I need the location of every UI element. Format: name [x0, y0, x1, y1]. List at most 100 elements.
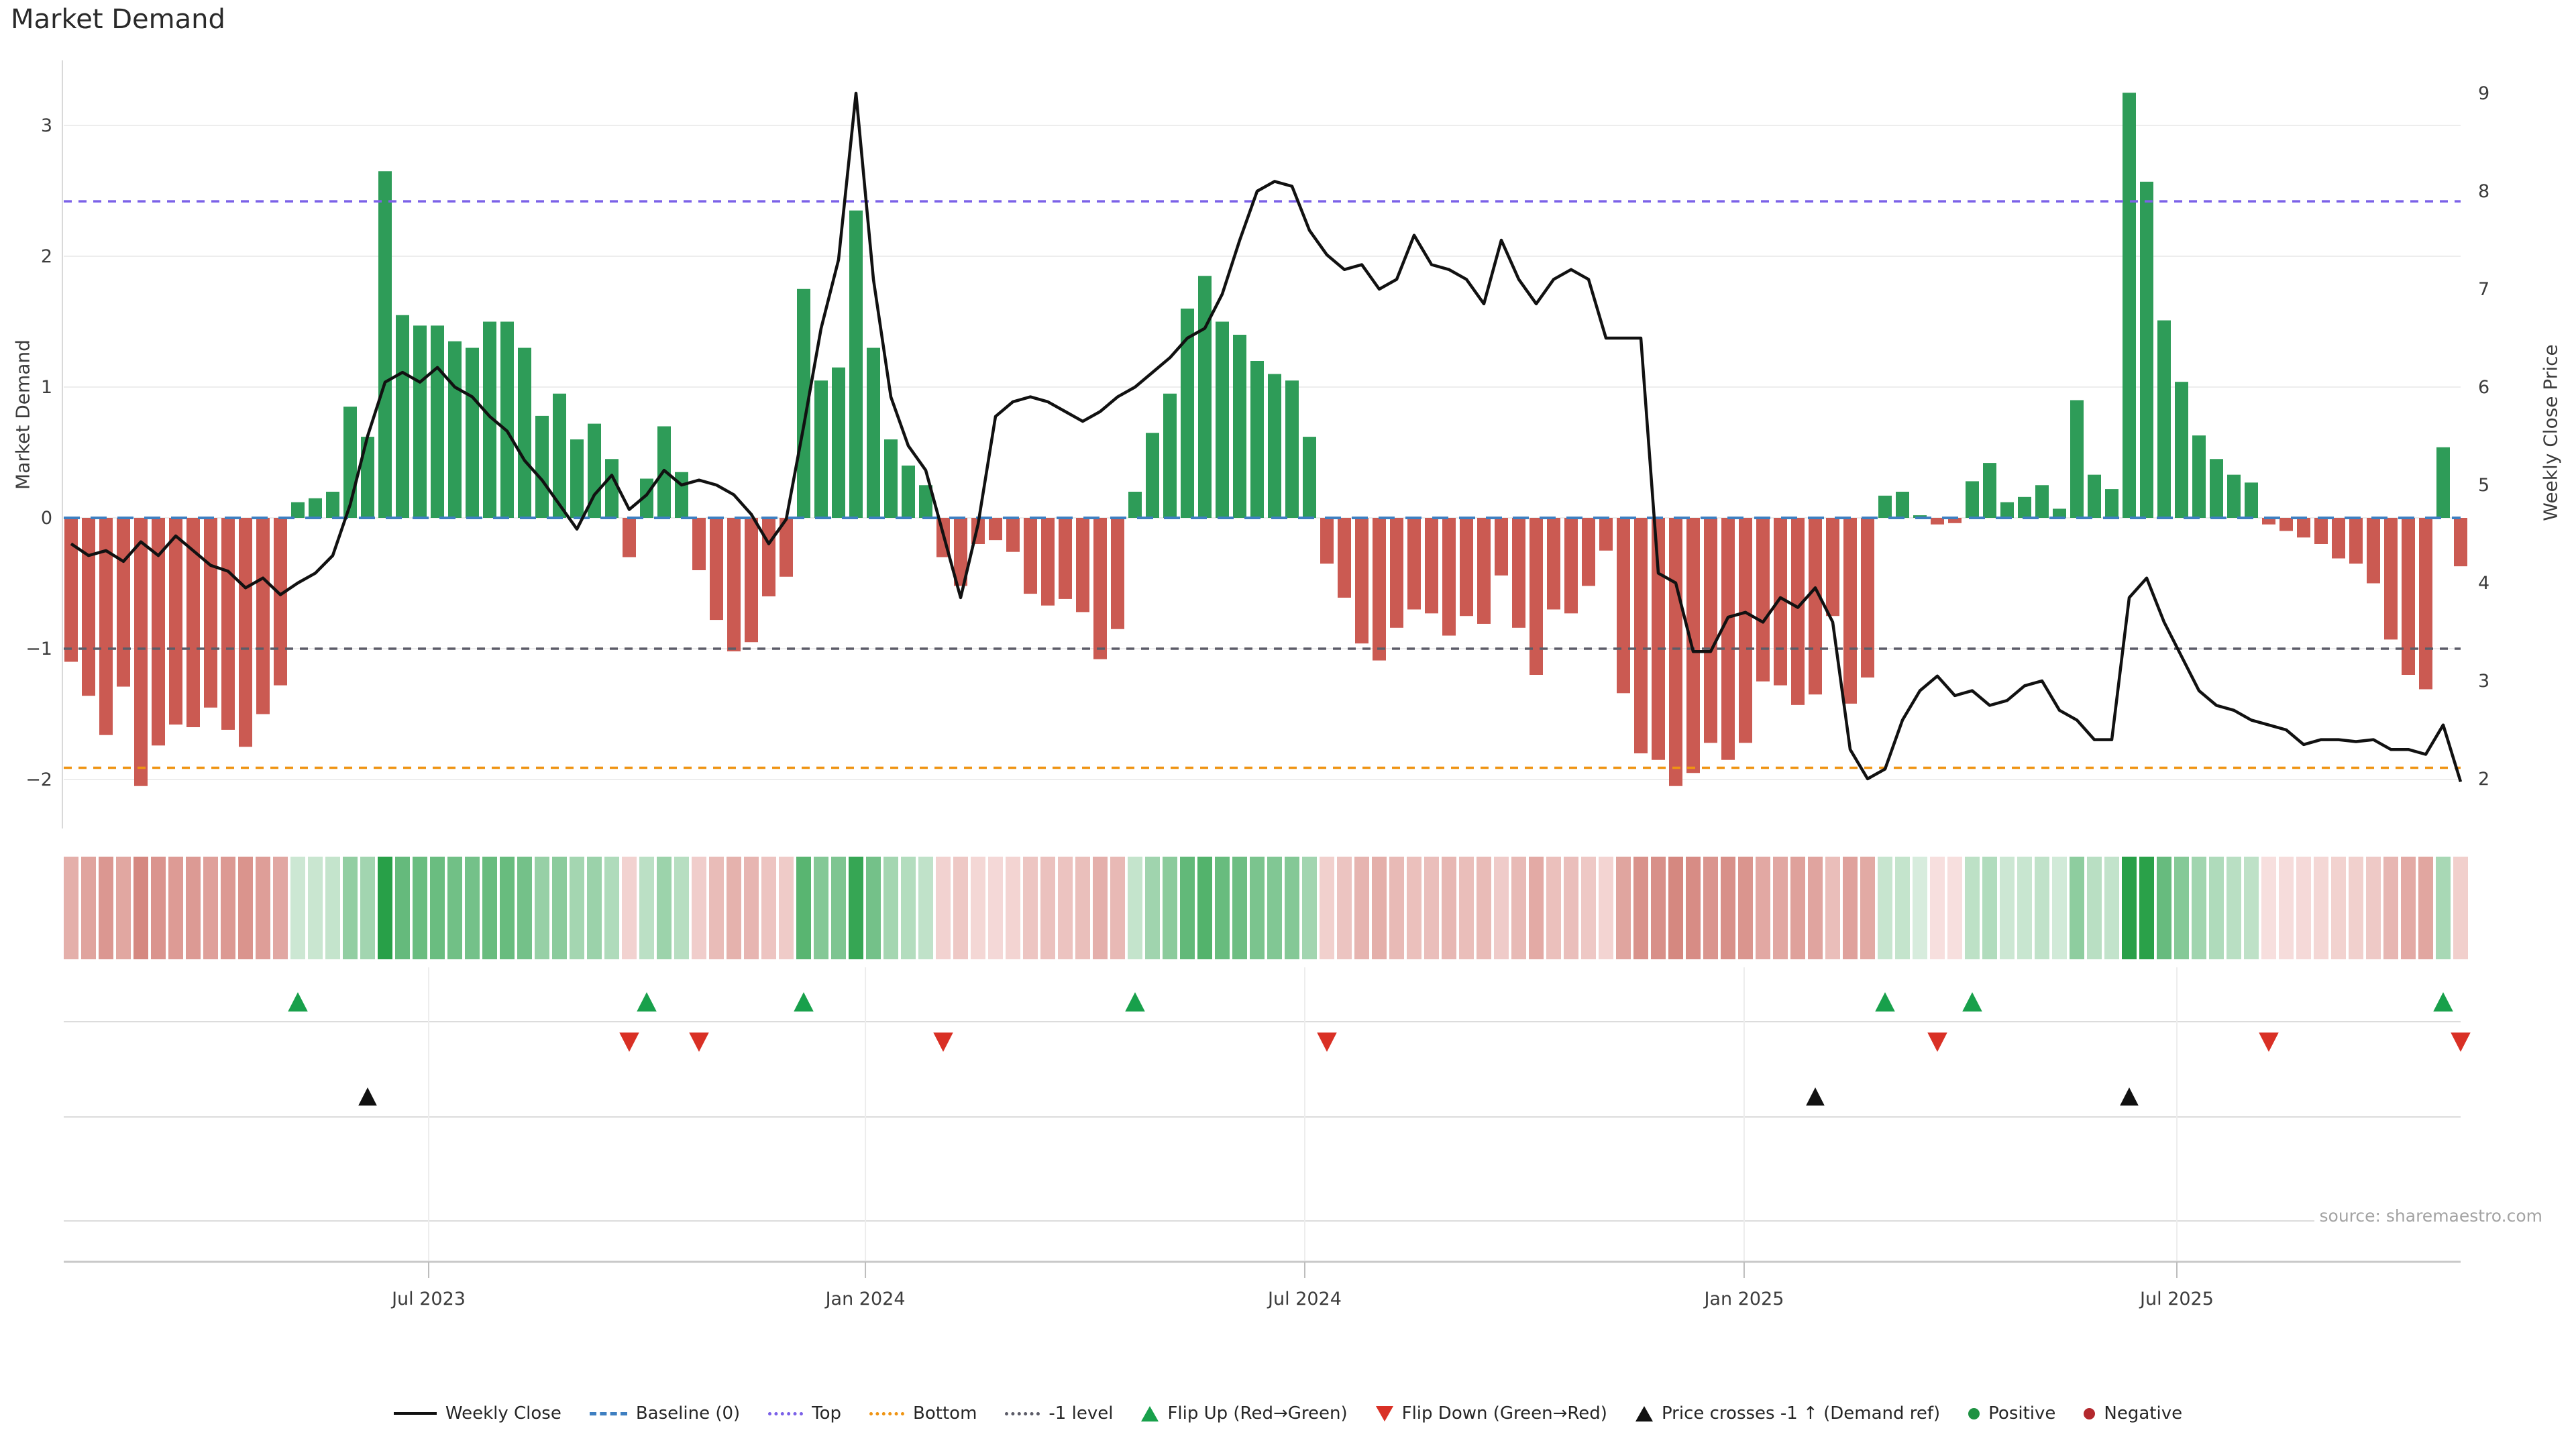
heatmap-cell	[1529, 857, 1544, 959]
heatmap-cell	[1372, 857, 1387, 959]
demand-bar	[2436, 447, 2450, 518]
heatmap-cell	[1511, 857, 1526, 959]
x-tick-label: Jul 2025	[2139, 1289, 2214, 1309]
demand-bar	[221, 518, 235, 730]
heatmap-cell	[1093, 857, 1108, 959]
heatmap-cell	[779, 857, 794, 959]
heatmap-cell	[500, 857, 515, 959]
flip-down-triangle-icon	[933, 1032, 953, 1052]
heatmap-cell	[221, 857, 235, 959]
heatmap-cell	[2209, 857, 2224, 959]
heatmap-cell	[1040, 857, 1055, 959]
heatmap-cell	[971, 857, 985, 959]
left-tick-label: −1	[25, 639, 52, 659]
demand-bar	[1948, 518, 1962, 523]
heatmap-cell	[238, 857, 253, 959]
demand-bar	[1198, 276, 1212, 518]
demand-bar	[1320, 518, 1334, 564]
demand-bar	[361, 437, 374, 518]
heatmap-cell	[2000, 857, 2015, 959]
heatmap-cell	[1651, 857, 1666, 959]
demand-bar	[64, 518, 78, 662]
heatmap-cell	[413, 857, 427, 959]
heatmap-cell	[2139, 857, 2154, 959]
marker-panel: Jul 2023 Jan 2024 Jul 2024 Jan 2025 Jul 2025	[64, 967, 2461, 1309]
demand-bar	[204, 518, 217, 708]
demand-bar	[1931, 518, 1944, 525]
heatmap-cell	[1895, 857, 1910, 959]
heatmap-cell	[692, 857, 706, 959]
demand-bar	[99, 518, 113, 735]
demand-bar	[2245, 482, 2258, 518]
legend-item: Flip Up (Red→Green)	[1141, 1403, 1348, 1424]
heatmap-cell	[587, 857, 602, 959]
heatmap-cell	[1721, 857, 1735, 959]
demand-bar	[849, 210, 863, 518]
heatmap-cell	[2331, 857, 2346, 959]
demand-bar	[2105, 489, 2118, 518]
legend-item: Top	[768, 1403, 841, 1424]
demand-bar	[309, 498, 322, 518]
demand-bar	[2384, 518, 2398, 640]
heatmap-cell	[2314, 857, 2328, 959]
demand-bar	[152, 518, 165, 746]
legend-item-label: Bottom	[913, 1403, 977, 1424]
demand-bar	[2419, 518, 2432, 690]
legend-item-label: Top	[812, 1403, 842, 1424]
demand-bar	[2454, 518, 2467, 567]
demand-bar	[2349, 518, 2363, 564]
demand-bar	[2088, 474, 2101, 518]
demand-bar	[1547, 518, 1560, 610]
demand-bar	[134, 518, 148, 786]
heatmap-cell	[1756, 857, 1770, 959]
demand-bar	[570, 439, 584, 518]
heatmap-cell	[482, 857, 497, 959]
weekly-close-line-icon	[393, 1412, 437, 1415]
legend-item: Price crosses -1 ↑ (Demand ref)	[1635, 1403, 1940, 1424]
heatmap-cell	[814, 857, 828, 959]
demand-bar	[1809, 518, 1822, 695]
demand-bar	[274, 518, 287, 686]
demand-bar	[2175, 382, 2188, 518]
heatmap-cell	[727, 857, 741, 959]
heatmap-cell	[1267, 857, 1282, 959]
heatmap-cell	[2087, 857, 2102, 959]
demand-bar	[1477, 518, 1491, 624]
top-level-dots-icon	[768, 1411, 804, 1415]
demand-bar	[535, 415, 549, 518]
demand-bar	[2314, 518, 2328, 544]
flip-down-triangle-icon	[1927, 1032, 1947, 1052]
x-tick-label: Jan 2024	[824, 1289, 906, 1309]
heatmap-cell	[1285, 857, 1299, 959]
heatmap-cell	[1633, 857, 1648, 959]
legend-item: -1 level	[1005, 1403, 1113, 1424]
legend: Weekly Close Baseline (0) Top Bottom -1 leve…	[0, 1403, 2576, 1424]
heatmap-cell	[953, 857, 968, 959]
heatmap-cell	[308, 857, 323, 959]
demand-bar	[1146, 433, 1159, 518]
demand-bar	[797, 288, 810, 518]
demand-bar	[1024, 518, 1037, 594]
heatmap-cell	[1599, 857, 1613, 959]
demand-bar	[1128, 492, 1142, 518]
heatmap-cell	[1581, 857, 1596, 959]
demand-bar	[1878, 495, 1892, 518]
demand-bar	[1163, 393, 1177, 518]
source-text: source: sharemaestro.com	[2314, 1206, 2548, 1226]
legend-item-label: Flip Up (Red→Green)	[1167, 1403, 1348, 1424]
demand-bar	[1285, 380, 1299, 518]
demand-bar	[1652, 518, 1665, 760]
heatmap-cell	[1459, 857, 1474, 959]
flip-up-triangle-icon	[1141, 1405, 1159, 1421]
right-tick-label: 7	[2478, 279, 2489, 300]
heatmap-cell	[1006, 857, 1020, 959]
heatmap-cell	[203, 857, 218, 959]
heatmap-cell	[1808, 857, 1823, 959]
demand-bar	[413, 325, 427, 518]
demand-bar	[448, 341, 462, 518]
x-tick-label: Jul 2023	[390, 1289, 466, 1309]
heatmap-cell	[1424, 857, 1439, 959]
demand-bar	[1373, 518, 1386, 661]
heatmap-cell	[2104, 857, 2119, 959]
